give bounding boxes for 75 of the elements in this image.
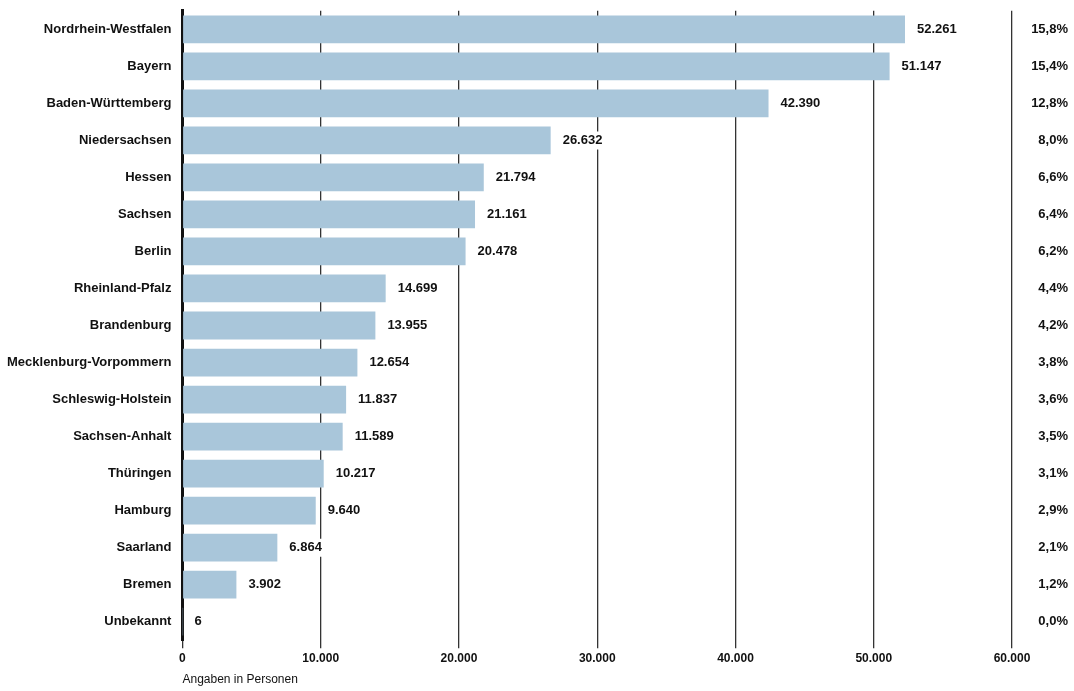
bar: [183, 570, 237, 599]
bar: [183, 52, 890, 81]
text: 0,0%: [1038, 613, 1069, 629]
text: 3,8%: [1038, 354, 1069, 370]
text: 4,2%: [1038, 317, 1069, 333]
text: 3,5%: [1038, 428, 1069, 444]
x-tick-label: 0: [179, 650, 187, 665]
bar: [183, 459, 324, 488]
bar: [183, 89, 769, 118]
bar: [183, 496, 316, 525]
y-tick-label: Hamburg: [114, 502, 172, 518]
x-tick-label: 30.000: [578, 650, 616, 665]
x-tick-label: 60.000: [993, 650, 1031, 665]
text: 6,2%: [1038, 243, 1069, 259]
data-label: 13.955: [387, 317, 428, 333]
text: 15,8%: [1031, 20, 1069, 36]
bar: [183, 274, 386, 303]
data-label: 9.640: [327, 502, 361, 518]
bar: [183, 163, 484, 192]
bar: [183, 422, 343, 451]
y-tick-label: Rheinland-Pfalz: [73, 280, 172, 296]
bar: [183, 126, 551, 155]
data-label: 11.837: [358, 391, 398, 407]
data-label: 52.261: [917, 20, 957, 36]
data-label: 21.161: [487, 206, 527, 222]
y-tick-label: Niedersachsen: [78, 131, 172, 147]
y-tick-label: Schleswig-Holstein: [52, 391, 172, 407]
data-label: 21.794: [495, 168, 537, 184]
data-label: 42.390: [780, 94, 821, 110]
bar: [183, 533, 278, 562]
text: 6,6%: [1038, 168, 1069, 184]
text: 12,8%: [1031, 94, 1069, 110]
y-tick-label: Berlin: [134, 243, 172, 259]
data-label: 11.589: [354, 428, 394, 444]
y-tick-label: Nordrhein-Westfalen: [43, 20, 172, 36]
data-label: 10.217: [335, 465, 376, 481]
y-tick-label: Saarland: [116, 539, 172, 555]
y-tick-label: Thüringen: [107, 465, 172, 481]
x-tick-label: 50.000: [855, 650, 893, 665]
y-tick-label: Brandenburg: [89, 317, 172, 333]
bar: [183, 385, 347, 414]
bar: [183, 348, 358, 377]
data-label: 6.864: [289, 539, 323, 555]
y-tick-label: Sachsen: [117, 206, 172, 222]
y-tick-label: Baden-Württemberg: [46, 94, 172, 110]
bar: [183, 200, 476, 229]
text: 4,4%: [1038, 280, 1069, 296]
bar: [183, 15, 905, 44]
data-label: 6: [194, 613, 202, 629]
data-label: 12.654: [369, 354, 410, 370]
text: 15,4%: [1031, 57, 1069, 73]
text: 1,2%: [1038, 576, 1069, 592]
y-tick-label: Hessen: [125, 168, 172, 184]
y-tick-label: Sachsen-Anhalt: [73, 428, 173, 444]
data-label: 3.902: [248, 576, 281, 592]
text: 2,9%: [1038, 502, 1069, 518]
y-tick-label: Mecklenburg-Vorpommern: [7, 354, 172, 370]
data-label: 26.632: [562, 131, 603, 147]
text: 2,1%: [1038, 539, 1069, 555]
y-tick-label: Unbekannt: [104, 613, 173, 629]
y-tick-label: Bremen: [123, 576, 172, 592]
data-label: 14.699: [397, 280, 438, 296]
x-tick-label: 10.000: [302, 650, 340, 665]
data-label: 20.478: [477, 243, 518, 259]
data-label: 51.147: [901, 57, 942, 73]
text: 3,6%: [1038, 391, 1069, 407]
x-axis-title: Angaben in Personen: [182, 672, 298, 687]
text: 6,4%: [1038, 206, 1069, 222]
x-tick-label: 40.000: [717, 650, 755, 665]
text: 3,1%: [1038, 465, 1069, 481]
bar: [183, 311, 376, 340]
y-tick-label: Bayern: [127, 57, 172, 73]
text: 8,0%: [1038, 131, 1069, 147]
bar: [183, 237, 466, 266]
x-tick-label: 20.000: [440, 650, 478, 665]
